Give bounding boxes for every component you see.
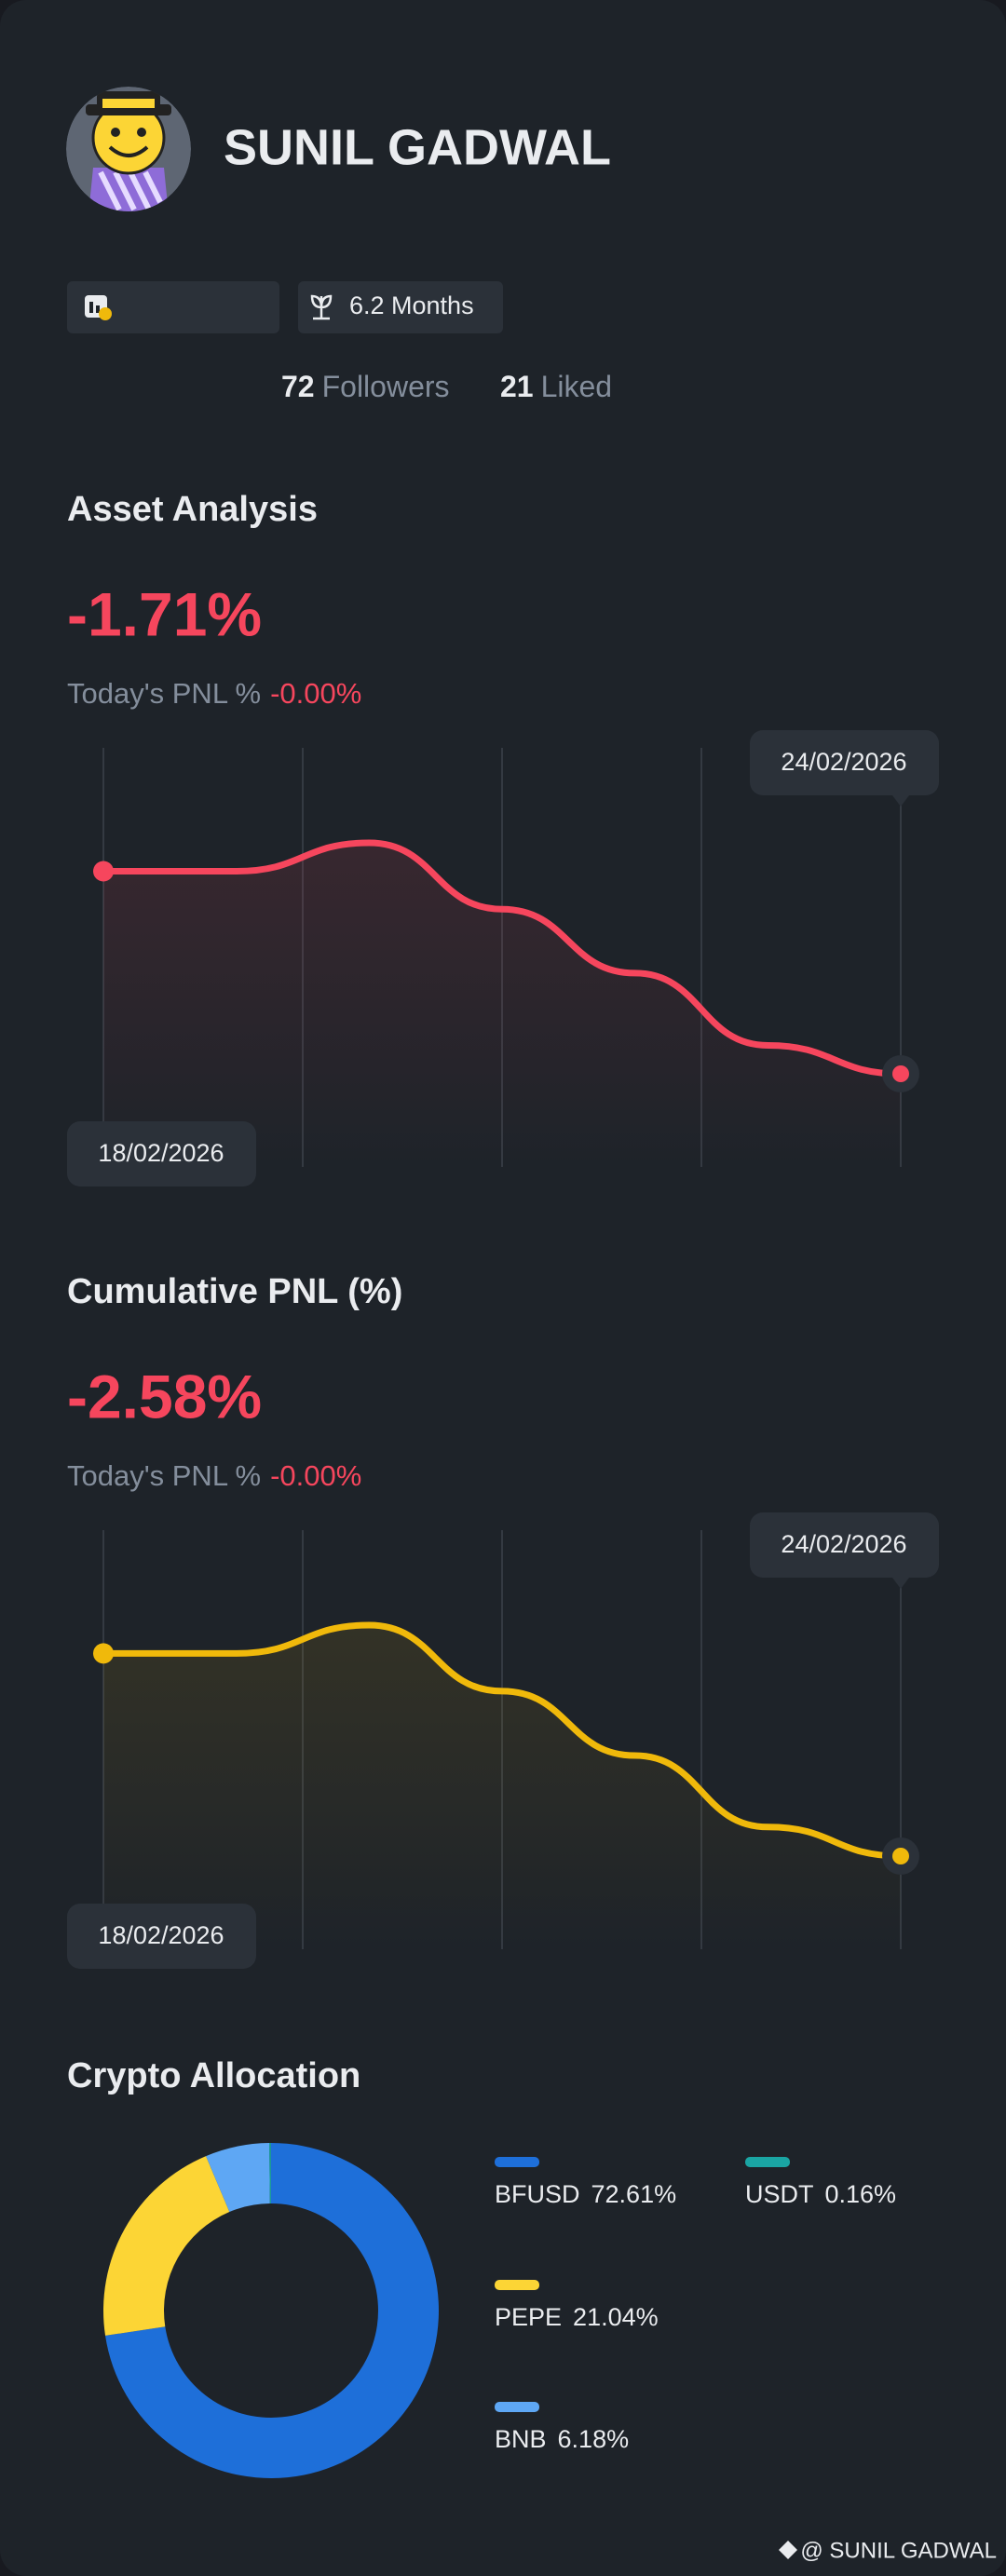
legend-item: BFUSD 72.61% — [495, 2180, 676, 2208]
date-bubble — [67, 1121, 256, 1186]
legend-value: 0.16% — [825, 2180, 897, 2208]
date-bubble — [67, 1904, 256, 1969]
area — [103, 1625, 901, 1949]
legend-name: BNB — [495, 2425, 547, 2453]
headline-value: -1.71% — [67, 579, 262, 648]
start-point — [93, 861, 114, 882]
today-pnl: Today's PNL % -0.00% — [67, 1459, 361, 1492]
badge — [67, 281, 279, 333]
end-date: 24/02/2026 — [781, 748, 906, 776]
badge-icon — [85, 295, 112, 320]
bubble-tail — [892, 795, 909, 807]
followers-count: 72 — [281, 370, 315, 403]
end-point — [892, 1065, 909, 1082]
area — [103, 843, 901, 1167]
legend-value: 6.18% — [558, 2425, 630, 2453]
line — [100, 839, 904, 1078]
legend-item: USDT 0.16% — [745, 2180, 896, 2208]
legend-swatch — [745, 2157, 790, 2167]
sprout-icon — [310, 294, 333, 320]
legend-swatch — [495, 2157, 539, 2167]
end-date: 24/02/2026 — [781, 1530, 906, 1558]
legend-value: 21.04% — [573, 2303, 659, 2331]
bubble-tail — [892, 1578, 909, 1589]
start-date: 18/02/2026 — [98, 1921, 224, 1949]
legend-swatch — [495, 2280, 539, 2290]
donut-segment — [269, 2143, 271, 2204]
headline-value: -2.58% — [67, 1362, 262, 1430]
end-point — [892, 1848, 909, 1864]
followers-label: Followers — [322, 370, 450, 403]
legend-name: PEPE — [495, 2303, 562, 2331]
donut-segment — [206, 2143, 270, 2213]
line — [100, 1621, 904, 1860]
section-title: Asset Analysis — [67, 490, 318, 529]
start-date: 18/02/2026 — [98, 1139, 224, 1167]
legend-name: BFUSD — [495, 2180, 580, 2208]
legend-item: PEPE 21.04% — [495, 2303, 659, 2331]
user-name: SUNIL GADWAL — [224, 119, 611, 175]
start-point — [93, 1643, 114, 1664]
donut-segment — [103, 2156, 230, 2336]
today-pnl-label: Today's PNL % — [67, 1459, 261, 1492]
liked-label: Liked — [541, 370, 613, 403]
tenure-badge — [298, 281, 503, 333]
date-bubble — [750, 730, 939, 795]
tenure: 6.2 Months — [349, 291, 474, 319]
liked: 21 Liked — [500, 370, 612, 403]
legend-value: 72.61% — [591, 2180, 677, 2208]
today-pnl-value: -0.00% — [270, 677, 361, 710]
followers: 72 Followers — [281, 370, 450, 403]
today-pnl-value: -0.00% — [270, 1459, 361, 1492]
watermark: @ SUNIL GADWAL — [800, 2538, 997, 2563]
legend-item: BNB 6.18% — [495, 2425, 629, 2453]
logo-icon — [779, 2541, 797, 2559]
avatar — [66, 87, 191, 211]
legend-swatch — [495, 2402, 539, 2412]
today-pnl-label: Today's PNL % — [67, 677, 261, 710]
liked-count: 21 — [500, 370, 534, 403]
date-bubble — [750, 1512, 939, 1578]
section-title: Cumulative PNL (%) — [67, 1272, 402, 1311]
section-title: Crypto Allocation — [67, 2056, 360, 2095]
today-pnl: Today's PNL % -0.00% — [67, 677, 361, 710]
donut-segment — [105, 2143, 440, 2478]
legend-name: USDT — [745, 2180, 814, 2208]
